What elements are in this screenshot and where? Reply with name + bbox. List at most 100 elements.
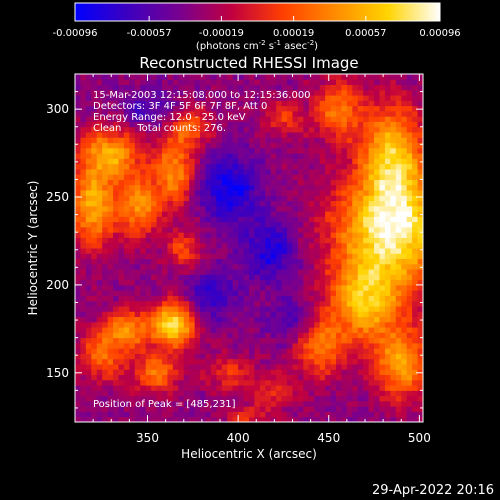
heatmap-cell [314,205,321,212]
heatmap-cell [238,342,245,349]
heatmap-cell [292,374,299,381]
heatmap-cell [113,253,119,260]
heatmap-cell [75,406,81,412]
heatmap-cell [227,253,234,260]
heatmap-cell [205,221,212,228]
heatmap-cell [341,300,348,307]
heatmap-cell [221,237,228,244]
heatmap-cell [281,342,288,349]
heatmap-cell [162,110,168,117]
heatmap-cell [151,406,158,412]
heatmap-cell [232,332,239,339]
heatmap-cell [379,295,386,302]
heatmap-cell [379,258,386,265]
heatmap-cell [162,232,168,238]
heatmap-cell [194,369,201,376]
heatmap-cell [205,306,212,312]
heatmap-cell [412,205,419,212]
heatmap-cell [276,374,283,381]
heatmap-cell [417,79,423,86]
heatmap-cell [216,411,223,418]
heatmap-cell [200,395,206,402]
heatmap-cell [221,221,228,228]
heatmap-cell [145,205,152,212]
heatmap-cell [259,327,266,333]
heatmap-cell [113,284,119,291]
heatmap-cell [406,321,413,328]
heatmap-cell [276,195,283,202]
heatmap-cell [314,284,321,291]
heatmap-cell [183,89,190,96]
heatmap-cell [172,190,179,196]
heatmap-cell [330,142,337,149]
heatmap-cell [319,306,326,312]
heatmap-cell [129,74,136,80]
heatmap-cell [292,306,299,312]
heatmap-cell [129,142,136,149]
heatmap-cell [80,174,87,180]
heatmap-cell [232,274,239,281]
heatmap-cell [232,105,239,112]
heatmap-cell [194,248,201,254]
heatmap-cell [314,279,321,286]
heatmap-cell [123,153,130,159]
heatmap-cell [336,332,342,339]
heatmap-cell [205,79,212,86]
heatmap-cell [232,168,239,175]
heatmap-cell [384,279,391,286]
heatmap-cell [352,190,359,196]
heatmap-cell [297,342,304,349]
heatmap-cell [412,89,419,96]
heatmap-cell [265,126,272,133]
heatmap-cell [363,105,370,112]
heatmap-cell [292,395,299,402]
heatmap-cell [297,353,304,360]
heatmap-cell [113,316,119,323]
heatmap-cell [91,321,98,328]
heatmap-cell [145,95,152,101]
heatmap-cell [368,316,375,323]
heatmap-cell [319,226,326,233]
heatmap-cell [91,295,98,302]
heatmap-cell [91,263,98,270]
heatmap-cell [341,221,348,228]
heatmap-cell [417,321,423,328]
heatmap-cell [357,142,364,149]
heatmap-cell [200,158,206,165]
heatmap-cell [412,274,419,281]
heatmap-cell [102,311,109,318]
heatmap-cell [178,295,185,302]
heatmap-cell [172,142,179,149]
heatmap-cell [205,337,212,344]
heatmap-cell [395,147,402,154]
heatmap-cell [379,100,386,107]
heatmap-cell [374,232,380,238]
heatmap-cell [75,153,81,159]
heatmap-cell [85,179,92,186]
heatmap-cell [352,168,359,175]
heatmap-cell [162,132,168,138]
heatmap-cell [276,290,283,296]
heatmap-cell [145,79,152,86]
heatmap-cell [113,132,119,138]
heatmap-cell [178,353,185,360]
heatmap-cell [151,400,158,407]
heatmap-cell [221,274,228,281]
heatmap-cell [145,110,152,117]
heatmap-cell [346,274,353,281]
heatmap-cell [281,364,288,370]
heatmap-cell [162,174,168,180]
heatmap-cell [183,153,190,159]
heatmap-cell [134,184,141,191]
heatmap-cell [238,411,245,418]
heatmap-cell [330,200,337,207]
heatmap-cell [357,406,364,412]
heatmap-cell [238,100,245,107]
heatmap-cell [314,89,321,96]
heatmap-cell [167,242,174,249]
heatmap-cell [259,311,266,318]
heatmap-cell [341,211,348,217]
heatmap-cell [417,390,423,397]
heatmap-cell [319,411,326,418]
heatmap-cell [194,327,201,333]
